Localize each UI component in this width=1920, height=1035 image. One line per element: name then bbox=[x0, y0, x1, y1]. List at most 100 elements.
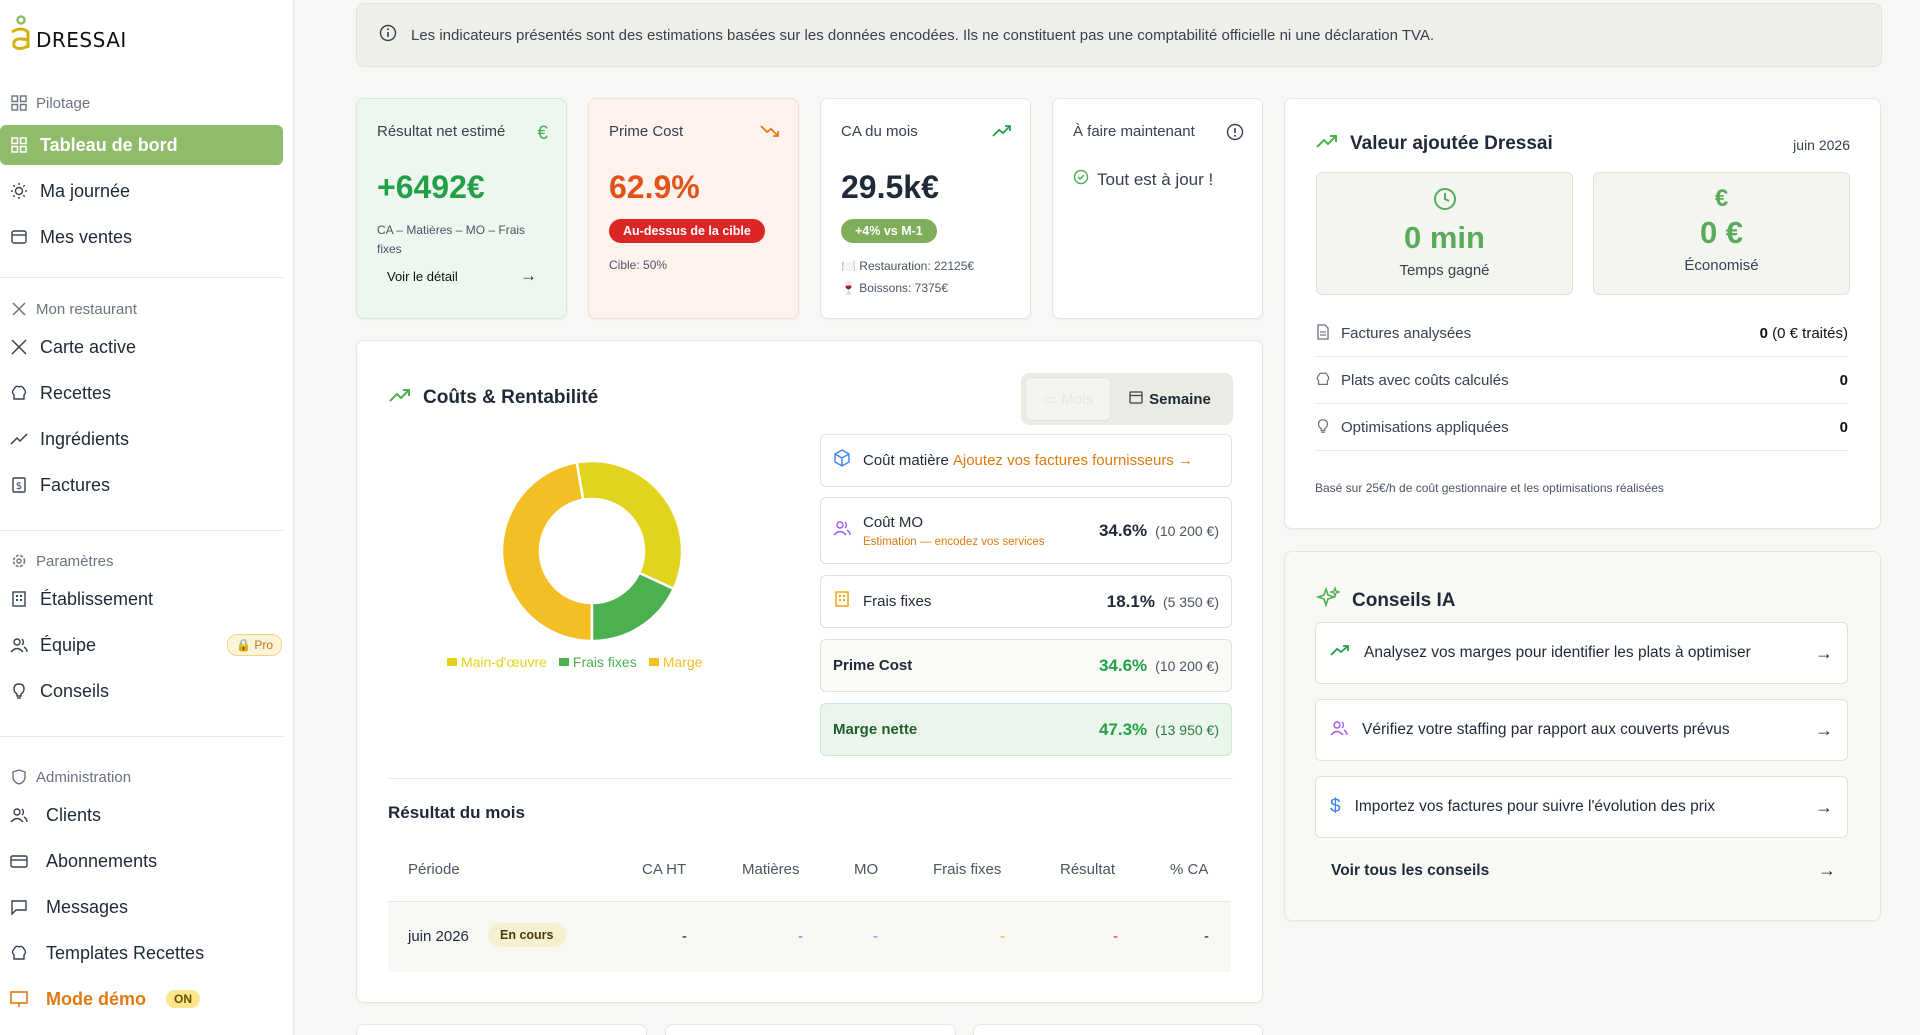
row-ca: - bbox=[682, 928, 687, 945]
nav-heading-admin: Administration bbox=[0, 765, 294, 789]
cost-row-matiere[interactable]: Coût matière Ajoutez vos factures fourni… bbox=[820, 434, 1232, 487]
sidebar-item-label: Factures bbox=[40, 474, 111, 495]
sidebar-item-label: Ingrédients bbox=[40, 428, 130, 449]
kpi-title: Prime Cost bbox=[609, 123, 684, 140]
row-period: juin 2026 bbox=[408, 928, 469, 945]
sidebar-item-recettes[interactable]: Recettes bbox=[0, 373, 294, 413]
value-added-title: Valeur ajoutée Dressai bbox=[1350, 133, 1553, 154]
sidebar-item-mes-ventes[interactable]: Mes ventes bbox=[0, 217, 294, 257]
sidebar-item-etablissement[interactable]: Établissement bbox=[0, 579, 294, 619]
sidebar-item-label: Conseils bbox=[40, 680, 110, 701]
calendar-icon: ▭ bbox=[1043, 391, 1058, 408]
sidebar-item-factures[interactable]: $ Factures bbox=[0, 465, 294, 505]
donut-slice-marge bbox=[500, 460, 594, 643]
check-circle-icon bbox=[1073, 169, 1089, 190]
stat-dishes: Plats avec coûts calculés 0 bbox=[1315, 358, 1848, 404]
table-header: % CA bbox=[1170, 861, 1209, 878]
sidebar-divider bbox=[0, 530, 283, 531]
legend-swatch bbox=[648, 658, 659, 666]
toggle-week[interactable]: Semaine bbox=[1111, 377, 1229, 421]
arrow-right-icon: → bbox=[1815, 719, 1833, 740]
sidebar-item-ingredients[interactable]: Ingrédients bbox=[0, 419, 294, 459]
utensils-icon bbox=[10, 300, 28, 318]
sidebar-item-abonnements[interactable]: Abonnements bbox=[0, 841, 294, 881]
cost-row-label: Coût MO bbox=[863, 513, 924, 531]
sidebar-item-equipe[interactable]: Équipe 🔒 Pro bbox=[0, 625, 294, 665]
ai-tips-header: Conseils IA bbox=[1315, 585, 1455, 615]
credit-card-icon bbox=[10, 852, 28, 870]
sidebar-item-label: Mes ventes bbox=[40, 226, 133, 247]
info-icon bbox=[379, 24, 397, 46]
alert-circle-icon bbox=[1226, 123, 1244, 146]
document-icon bbox=[1315, 323, 1331, 344]
stat-label: Factures analysées bbox=[1341, 325, 1472, 342]
stat-value: 0 (0 € traités) bbox=[1760, 325, 1848, 342]
sidebar-item-ma-journee[interactable]: Ma journée bbox=[0, 171, 294, 211]
sidebar-item-conseils[interactable]: Conseils bbox=[0, 671, 294, 711]
table-header-divider bbox=[388, 901, 1231, 902]
svg-text:$: $ bbox=[16, 481, 22, 492]
arrow-right-icon: → bbox=[1818, 860, 1836, 880]
plate-icon: 🍽️ bbox=[841, 259, 856, 273]
tip-invoices[interactable]: $ Importez vos factures pour suivre l'év… bbox=[1315, 776, 1848, 838]
building-icon bbox=[10, 590, 28, 608]
todo-status: Tout est à jour ! bbox=[1073, 169, 1213, 190]
cost-row-label: Prime Cost bbox=[833, 657, 913, 674]
tip-staffing[interactable]: Vérifiez votre staffing par rapport aux … bbox=[1315, 699, 1848, 761]
sidebar-item-tableau-de-bord[interactable]: Tableau de bord bbox=[0, 125, 283, 165]
box-icon bbox=[833, 449, 851, 472]
stat-label: Optimisations appliquées bbox=[1341, 419, 1509, 436]
add-invoices-link[interactable]: Ajoutez vos factures fournisseurs → bbox=[952, 452, 1193, 469]
sidebar-item-carte-active[interactable]: Carte active bbox=[0, 327, 294, 367]
sidebar-divider bbox=[0, 277, 283, 278]
arrow-right-icon: → bbox=[1815, 642, 1833, 663]
trend-up-icon bbox=[10, 430, 28, 448]
nav-heading-label: Mon restaurant bbox=[36, 300, 137, 318]
kpi-prime-cost-card: Prime Cost 62.9% Au-dessus de la cible C… bbox=[588, 98, 799, 319]
disclaimer-text: Les indicateurs présentés sont des estim… bbox=[411, 26, 1435, 44]
table-header: CA HT bbox=[642, 861, 687, 878]
cost-row-amount: (10 200 €) bbox=[1155, 522, 1219, 539]
cost-row-marge: Marge nette 47.3% (13 950 €) bbox=[820, 703, 1232, 756]
row-resultat: - bbox=[1113, 928, 1118, 945]
sun-icon bbox=[10, 182, 28, 200]
arrow-right-icon: → bbox=[520, 266, 537, 285]
money-saved-tile: € 0 € Économisé bbox=[1593, 172, 1850, 295]
tip-margins[interactable]: Analysez vos marges pour identifier les … bbox=[1315, 622, 1848, 684]
sidebar-item-clients[interactable]: Clients bbox=[0, 795, 294, 835]
dressai-logo-icon bbox=[11, 15, 30, 50]
shield-icon bbox=[10, 768, 28, 786]
cost-row-percent: 47.3% bbox=[1098, 719, 1148, 739]
kpi-net-result-card: Résultat net estimé € +6492€ CA – Matièr… bbox=[356, 98, 567, 319]
nav-section-restaurant: Mon restaurant Carte active Recettes Ing… bbox=[0, 297, 294, 505]
legend-swatch bbox=[447, 658, 457, 666]
toggle-week-label: Semaine bbox=[1149, 390, 1211, 408]
trend-up-icon bbox=[1330, 644, 1350, 662]
toggle-month[interactable]: ▭ Mois bbox=[1025, 377, 1111, 421]
costs-title: Coûts & Rentabilité bbox=[423, 387, 599, 408]
kpi-title: Résultat net estimé bbox=[377, 123, 506, 140]
cost-row-label: Coût matière bbox=[863, 452, 949, 469]
legend-label: Main-d'œuvre bbox=[461, 654, 547, 670]
kpi-title: À faire maintenant bbox=[1073, 123, 1195, 140]
cost-row-mo[interactable]: Coût MO Estimation — encodez vos service… bbox=[820, 497, 1232, 564]
above-target-badge: Au-dessus de la cible bbox=[609, 219, 765, 243]
sidebar-item-label: Mode démo bbox=[46, 988, 147, 1009]
all-tips-link[interactable]: Voir tous les conseils → bbox=[1331, 860, 1836, 881]
wine-icon: 🍷 bbox=[841, 281, 856, 295]
cost-row-percent: 34.6% bbox=[1098, 520, 1148, 540]
users-icon bbox=[1330, 719, 1348, 742]
cost-row-frais[interactable]: Frais fixes 18.1% (5 350 €) bbox=[820, 575, 1232, 628]
view-detail-link[interactable]: Voir le détail → bbox=[387, 266, 537, 286]
legend-swatch bbox=[558, 658, 569, 666]
legend-item: Frais fixes bbox=[558, 654, 637, 670]
kpi-todo-card: À faire maintenant Tout est à jour ! bbox=[1052, 98, 1263, 319]
chef-hat-icon bbox=[10, 944, 28, 962]
sidebar-item-mode-demo[interactable]: Mode démo ON bbox=[0, 979, 294, 1019]
brand-logo[interactable]: DRESSAI bbox=[8, 14, 127, 52]
sidebar-item-templates-recettes[interactable]: Templates Recettes bbox=[0, 933, 294, 973]
sidebar-item-messages[interactable]: Messages bbox=[0, 887, 294, 927]
users-icon bbox=[10, 636, 28, 654]
dollar-icon: $ bbox=[1330, 796, 1341, 817]
time-saved-label: Temps gagné bbox=[1399, 262, 1490, 279]
